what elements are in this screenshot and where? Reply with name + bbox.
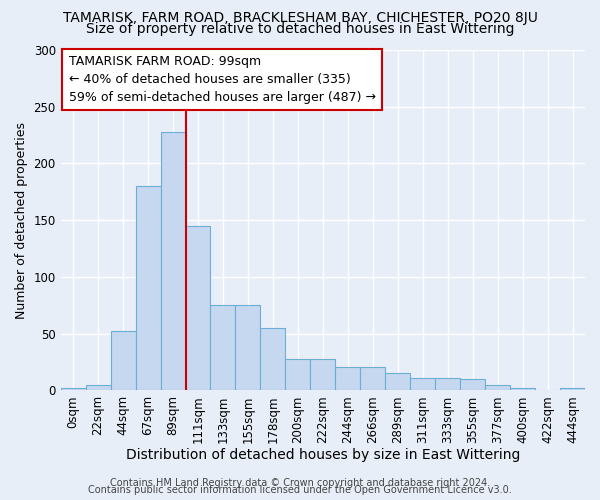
Text: TAMARISK FARM ROAD: 99sqm
← 40% of detached houses are smaller (335)
59% of semi: TAMARISK FARM ROAD: 99sqm ← 40% of detac… (68, 55, 376, 104)
Text: Contains HM Land Registry data © Crown copyright and database right 2024.: Contains HM Land Registry data © Crown c… (110, 478, 490, 488)
Bar (136, 186, 161, 390)
Y-axis label: Number of detached properties: Number of detached properties (15, 122, 28, 318)
Text: Size of property relative to detached houses in East Wittering: Size of property relative to detached ho… (86, 22, 514, 36)
Bar (485, 385, 510, 390)
Bar (286, 358, 310, 390)
Bar (61, 388, 86, 390)
Bar (86, 385, 110, 390)
Bar (161, 132, 185, 390)
Bar (310, 358, 335, 390)
Bar (435, 378, 460, 390)
Bar (360, 366, 385, 390)
Bar (560, 388, 585, 390)
Bar (235, 306, 260, 390)
Bar (510, 388, 535, 390)
Bar (211, 306, 235, 390)
Bar (460, 379, 485, 390)
Bar (385, 374, 410, 390)
Bar (335, 366, 360, 390)
Bar (410, 378, 435, 390)
X-axis label: Distribution of detached houses by size in East Wittering: Distribution of detached houses by size … (125, 448, 520, 462)
Text: TAMARISK, FARM ROAD, BRACKLESHAM BAY, CHICHESTER, PO20 8JU: TAMARISK, FARM ROAD, BRACKLESHAM BAY, CH… (62, 11, 538, 25)
Bar (185, 226, 211, 390)
Bar (110, 332, 136, 390)
Bar (260, 328, 286, 390)
Text: Contains public sector information licensed under the Open Government Licence v3: Contains public sector information licen… (88, 485, 512, 495)
